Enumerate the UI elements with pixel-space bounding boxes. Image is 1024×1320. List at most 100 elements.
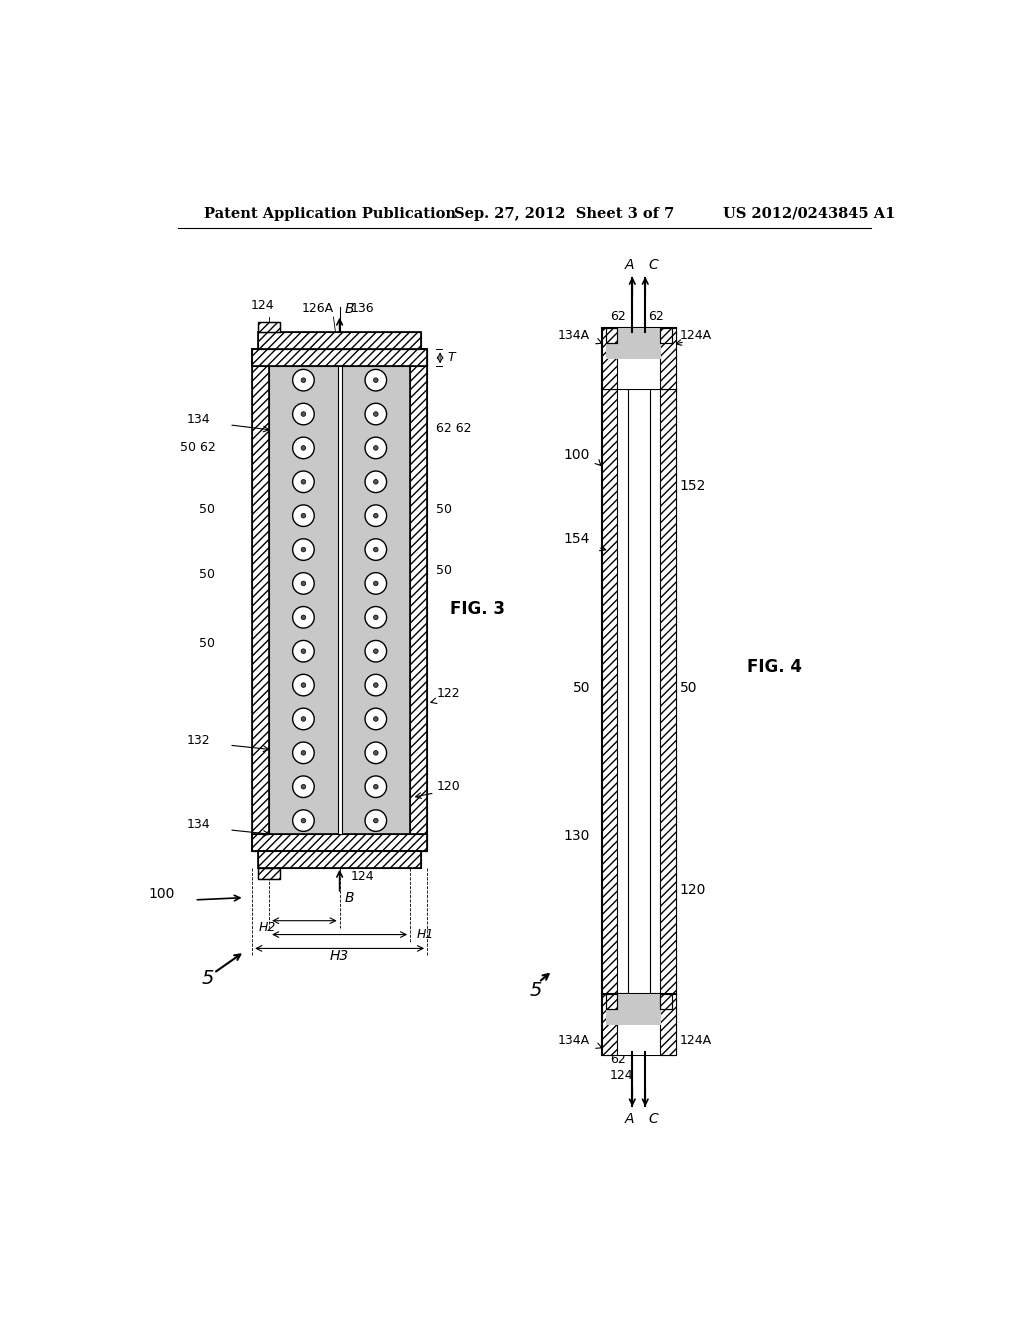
- Bar: [258, 869, 280, 879]
- Bar: [605, 389, 616, 994]
- Bar: [660, 327, 676, 389]
- Circle shape: [293, 506, 314, 527]
- Bar: [605, 327, 662, 359]
- Circle shape: [301, 581, 306, 586]
- Bar: [410, 350, 427, 851]
- Bar: [269, 367, 410, 834]
- Bar: [252, 834, 427, 851]
- Text: B: B: [344, 891, 353, 904]
- Text: 100: 100: [564, 447, 590, 462]
- Text: 124: 124: [609, 1069, 633, 1081]
- Bar: [660, 994, 672, 1010]
- Circle shape: [374, 479, 378, 484]
- Bar: [602, 389, 617, 994]
- Text: 50: 50: [200, 568, 215, 581]
- Circle shape: [365, 404, 387, 425]
- Text: 134: 134: [186, 818, 210, 832]
- Circle shape: [301, 446, 306, 450]
- Circle shape: [365, 370, 387, 391]
- Circle shape: [293, 573, 314, 594]
- Bar: [338, 367, 342, 834]
- Text: T: T: [447, 351, 455, 364]
- Bar: [258, 869, 280, 879]
- Circle shape: [293, 539, 314, 561]
- Bar: [605, 327, 672, 389]
- Circle shape: [374, 784, 378, 789]
- Text: A: A: [625, 1113, 634, 1126]
- Circle shape: [365, 607, 387, 628]
- Bar: [602, 327, 617, 389]
- Text: 62: 62: [610, 1053, 626, 1067]
- Text: H2: H2: [258, 921, 275, 935]
- Bar: [660, 994, 676, 1056]
- Circle shape: [301, 649, 306, 653]
- Circle shape: [365, 506, 387, 527]
- Circle shape: [293, 776, 314, 797]
- Text: 152: 152: [680, 479, 706, 492]
- Circle shape: [293, 810, 314, 832]
- Bar: [602, 327, 676, 389]
- Circle shape: [293, 708, 314, 730]
- Circle shape: [374, 682, 378, 688]
- Text: 124A: 124A: [680, 330, 712, 342]
- Circle shape: [365, 810, 387, 832]
- Text: 50: 50: [200, 638, 215, 651]
- Circle shape: [365, 742, 387, 763]
- Circle shape: [293, 640, 314, 663]
- Circle shape: [374, 818, 378, 822]
- Circle shape: [301, 717, 306, 721]
- Circle shape: [365, 573, 387, 594]
- Circle shape: [374, 615, 378, 619]
- Text: 50: 50: [680, 681, 697, 694]
- Circle shape: [365, 437, 387, 459]
- Bar: [252, 350, 427, 367]
- Text: 50 62: 50 62: [179, 441, 215, 454]
- Text: 62: 62: [610, 310, 626, 323]
- Bar: [252, 350, 269, 851]
- Text: 134A: 134A: [558, 1034, 590, 1047]
- Text: 50: 50: [436, 503, 453, 516]
- Circle shape: [301, 784, 306, 789]
- Text: 62 62: 62 62: [436, 422, 472, 434]
- Text: 132: 132: [186, 734, 210, 747]
- Bar: [660, 994, 672, 1010]
- Circle shape: [293, 675, 314, 696]
- Circle shape: [293, 370, 314, 391]
- Circle shape: [301, 818, 306, 822]
- Bar: [605, 994, 617, 1010]
- Text: 62: 62: [648, 310, 664, 323]
- Circle shape: [374, 513, 378, 517]
- Text: H1: H1: [416, 928, 433, 941]
- Circle shape: [301, 378, 306, 383]
- Text: 126A: 126A: [302, 302, 334, 315]
- Text: 130: 130: [564, 829, 590, 843]
- Circle shape: [301, 412, 306, 416]
- Circle shape: [301, 513, 306, 517]
- Circle shape: [374, 717, 378, 721]
- Bar: [258, 851, 421, 869]
- Text: 100: 100: [148, 887, 175, 900]
- Bar: [660, 389, 676, 994]
- Bar: [660, 327, 672, 343]
- Text: FIG. 3: FIG. 3: [451, 599, 505, 618]
- Bar: [660, 389, 676, 994]
- Circle shape: [374, 446, 378, 450]
- Circle shape: [293, 404, 314, 425]
- Bar: [660, 327, 676, 389]
- Circle shape: [374, 751, 378, 755]
- Text: 50: 50: [436, 564, 453, 577]
- Bar: [605, 994, 672, 1056]
- Text: C: C: [648, 259, 658, 272]
- Circle shape: [374, 548, 378, 552]
- Text: Patent Application Publication: Patent Application Publication: [204, 207, 456, 220]
- Bar: [258, 322, 280, 333]
- Text: 124: 124: [251, 300, 274, 313]
- Circle shape: [301, 751, 306, 755]
- Bar: [605, 994, 617, 1010]
- Bar: [602, 994, 676, 1056]
- Text: 134: 134: [186, 413, 210, 425]
- Circle shape: [301, 479, 306, 484]
- Circle shape: [301, 682, 306, 688]
- Circle shape: [365, 776, 387, 797]
- Bar: [660, 994, 676, 1056]
